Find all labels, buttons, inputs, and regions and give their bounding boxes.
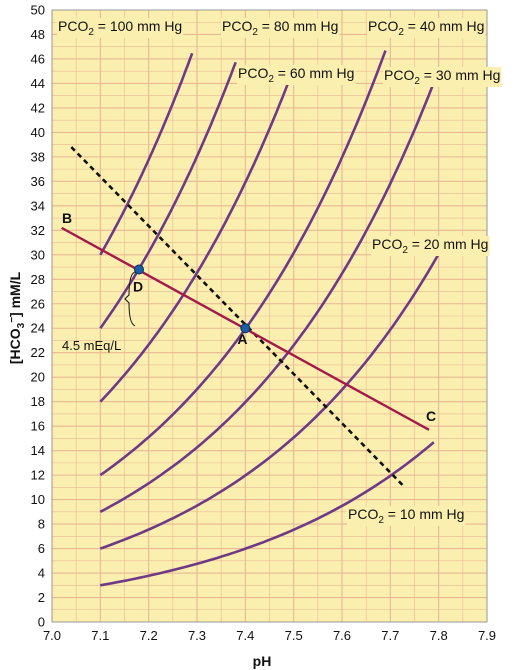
annotation-bracket bbox=[124, 271, 136, 327]
isobar-label-value: = 80 mm Hg bbox=[258, 18, 339, 34]
isobar-label-sub: 2 bbox=[398, 27, 404, 38]
point-label: A bbox=[237, 331, 247, 347]
y-tick-label: 24 bbox=[31, 321, 45, 336]
point-marker bbox=[134, 264, 144, 275]
isobar-label-value: = 60 mm Hg bbox=[274, 65, 355, 81]
y-axis-title-tail: ] mM/L bbox=[7, 271, 23, 317]
y-tick-label: 20 bbox=[31, 370, 45, 385]
y-tick-label: 48 bbox=[31, 27, 45, 42]
y-tick-label: 14 bbox=[31, 443, 45, 458]
isobar-label: PCO2 = 10 mm Hg bbox=[348, 506, 464, 526]
y-tick-label: 30 bbox=[31, 247, 45, 262]
isobar-curve bbox=[99, 80, 291, 403]
y-tick-label: 46 bbox=[31, 51, 45, 66]
dashed-line bbox=[70, 146, 406, 489]
isobar-label-bg bbox=[383, 67, 502, 87]
points: A D B C bbox=[62, 210, 436, 424]
y-tick-label: 8 bbox=[38, 517, 45, 532]
y-tick-label: 12 bbox=[31, 468, 45, 483]
isobar-label-prefix: PCO bbox=[58, 18, 88, 34]
y-tick-label: 44 bbox=[31, 76, 45, 91]
y-axis-title-main: [HCO bbox=[7, 328, 23, 364]
isobar-label-value: = 10 mm Hg bbox=[384, 506, 465, 522]
plot-frame bbox=[51, 9, 488, 623]
isobar-label-bg bbox=[347, 506, 466, 526]
isobar-label-prefix: PCO bbox=[238, 65, 268, 81]
y-tick-labels: 0246810121416182022242628303234363840424… bbox=[31, 3, 45, 630]
isobar-label-value: = 100 mm Hg bbox=[94, 18, 182, 34]
isobar-label: PCO2 = 30 mm Hg bbox=[384, 67, 500, 87]
y-tick-label: 50 bbox=[31, 3, 45, 18]
x-tick-label: 7.2 bbox=[140, 628, 158, 643]
y-axis-title-sup: − bbox=[7, 317, 18, 323]
x-tick-label: 7.9 bbox=[478, 628, 496, 643]
y-tick-label: 10 bbox=[31, 492, 45, 507]
isobar-label: PCO2 = 20 mm Hg bbox=[372, 236, 488, 256]
x-tick-label: 7.6 bbox=[333, 628, 351, 643]
isobar-label: PCO2 = 60 mm Hg bbox=[238, 65, 354, 85]
y-tick-label: 2 bbox=[38, 590, 45, 605]
x-tick-label: 7.3 bbox=[188, 628, 206, 643]
y-tick-label: 28 bbox=[31, 272, 45, 287]
y-tick-label: 42 bbox=[31, 100, 45, 115]
isobar-label-sub: 2 bbox=[88, 27, 94, 38]
isobar-curve bbox=[100, 441, 435, 587]
isobar-curve bbox=[99, 52, 194, 256]
y-tick-label: 4 bbox=[38, 566, 45, 581]
isobar-label-sub: 2 bbox=[402, 245, 408, 256]
x-tick-labels: 7.0 7.1 7.2 7.3 7.4 7.5 7.6 7.7 7.8 7.9 bbox=[43, 628, 496, 643]
isobar-label-prefix: PCO bbox=[348, 506, 378, 522]
y-tick-label: 22 bbox=[31, 345, 45, 360]
y-tick-label: 26 bbox=[31, 296, 45, 311]
y-tick-label: 36 bbox=[31, 174, 45, 189]
isobar-label-prefix: PCO bbox=[372, 236, 402, 252]
isobar-label-prefix: PCO bbox=[368, 18, 398, 34]
isobar-label: PCO2 = 100 mm Hg bbox=[58, 18, 182, 38]
isobar-label-value: = 30 mm Hg bbox=[420, 67, 501, 83]
x-axis-title: pH bbox=[253, 653, 272, 669]
y-tick-label: 40 bbox=[31, 125, 45, 140]
isobar-label-sub: 2 bbox=[414, 76, 420, 87]
isobar-label-sub: 2 bbox=[252, 27, 258, 38]
y-tick-label: 6 bbox=[38, 541, 45, 556]
isobar-curve bbox=[99, 253, 440, 550]
isobar-label: PCO2 = 40 mm Hg bbox=[368, 18, 484, 38]
isobar-label-sub: 2 bbox=[268, 74, 274, 85]
point-label: B bbox=[62, 210, 72, 226]
point-label: C bbox=[426, 408, 436, 424]
point-label: D bbox=[133, 278, 143, 294]
annotation-label: 4.5 mEq/L bbox=[62, 338, 121, 353]
y-tick-label: 16 bbox=[31, 419, 45, 434]
point-marker bbox=[240, 323, 251, 334]
x-tick-label: 7.5 bbox=[285, 628, 303, 643]
y-tick-label: 38 bbox=[31, 149, 45, 164]
x-tick-label: 7.1 bbox=[91, 628, 109, 643]
y-axis-title-sub: 3 bbox=[16, 322, 27, 328]
isobar-label-bg bbox=[367, 18, 486, 38]
y-tick-label: 32 bbox=[31, 223, 45, 238]
isobar-label: PCO2 = 80 mm Hg bbox=[222, 18, 338, 38]
x-tick-label: 7.8 bbox=[430, 628, 448, 643]
y-axis-title: [HCO3−] mM/L bbox=[7, 271, 27, 364]
x-tick-label: 7.0 bbox=[43, 628, 61, 643]
isobar-label-bg bbox=[221, 18, 340, 38]
isobar-label-value: = 20 mm Hg bbox=[408, 236, 489, 252]
y-tick-label: 18 bbox=[31, 394, 45, 409]
isobar-curve bbox=[99, 82, 436, 513]
isobar-label-prefix: PCO bbox=[384, 67, 414, 83]
x-tick-label: 7.7 bbox=[381, 628, 399, 643]
y-tick-label: 34 bbox=[31, 198, 45, 213]
isobar-label-bg bbox=[57, 18, 184, 38]
isobar-label-bg bbox=[237, 65, 356, 85]
isobar-label-prefix: PCO bbox=[222, 18, 252, 34]
isobar-label-sub: 2 bbox=[378, 515, 384, 526]
isobar-label-value: = 40 mm Hg bbox=[404, 18, 485, 34]
isobar-label-bg bbox=[371, 236, 490, 256]
y-tick-label: 0 bbox=[38, 615, 45, 630]
isobar-curve bbox=[99, 61, 237, 329]
annotation: 4.5 mEq/L bbox=[62, 271, 136, 353]
x-tick-label: 7.4 bbox=[236, 628, 254, 643]
